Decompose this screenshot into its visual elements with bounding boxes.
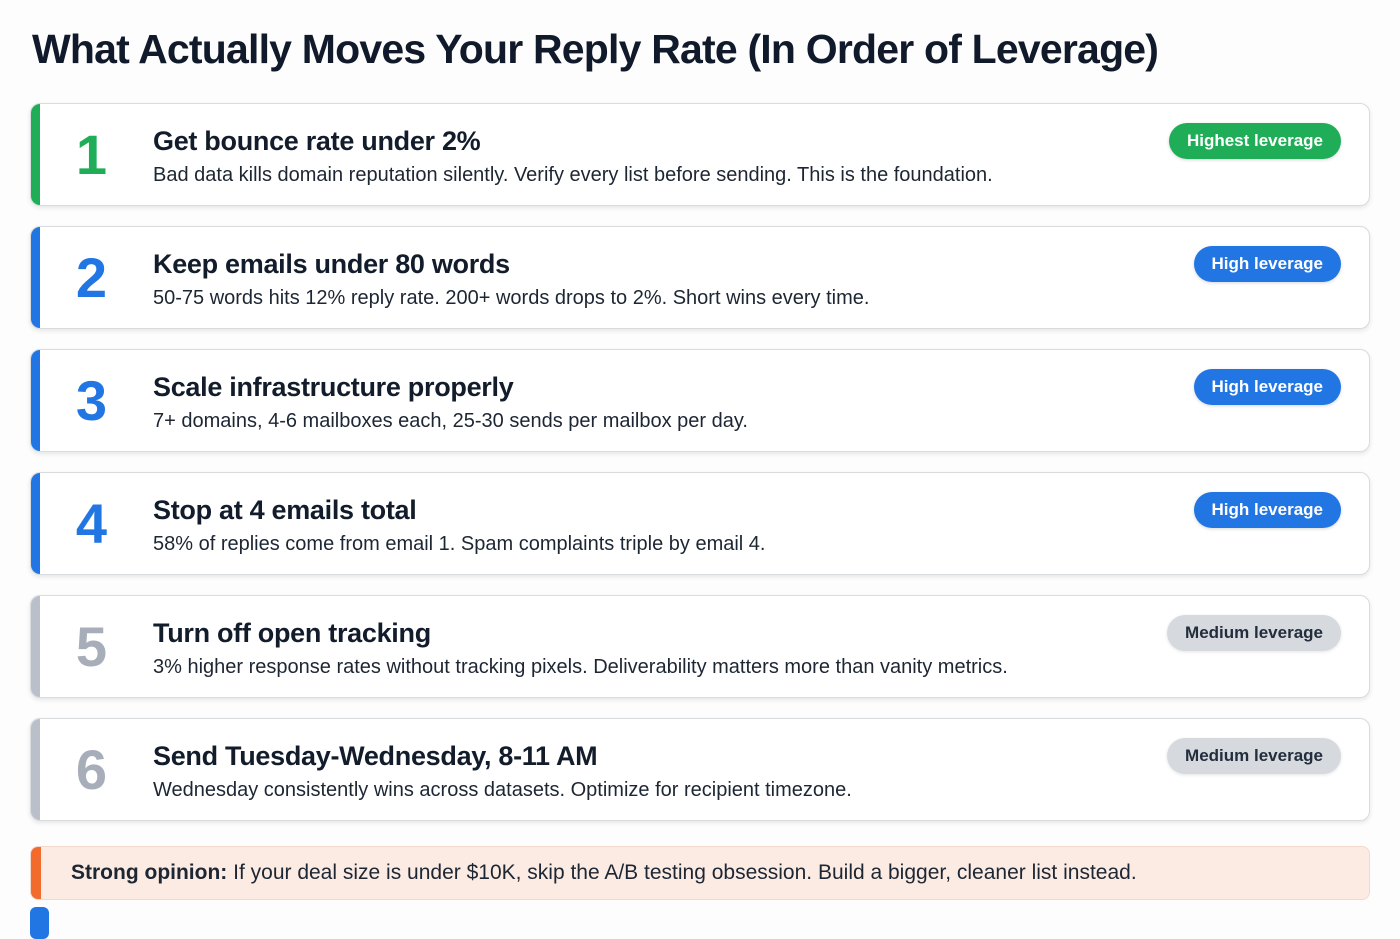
item-title: Send Tuesday-Wednesday, 8-11 AM	[153, 741, 598, 771]
accent-bar	[31, 473, 40, 574]
item-content: Get bounce rate under 2% Bad data kills …	[143, 122, 1169, 187]
item-content: Scale infrastructure properly 7+ domains…	[143, 368, 1194, 433]
leverage-badge: High leverage	[1193, 369, 1341, 405]
leverage-badge: Medium leverage	[1167, 738, 1341, 774]
item-number: 6	[75, 737, 108, 801]
leverage-item-1: 1 Get bounce rate under 2% Bad data kill…	[30, 103, 1370, 206]
strong-opinion-callout: Strong opinion: If your deal size is und…	[30, 846, 1370, 900]
item-content: Send Tuesday-Wednesday, 8-11 AM Wednesda…	[143, 737, 1167, 802]
item-number: 2	[75, 245, 108, 309]
item-number: 4	[75, 491, 108, 555]
accent-bar	[31, 104, 40, 205]
item-title: Scale infrastructure properly	[153, 372, 514, 402]
page-title: What Actually Moves Your Reply Rate (In …	[32, 26, 1159, 72]
leverage-badge: High leverage	[1193, 492, 1341, 528]
item-content: Keep emails under 80 words 50-75 words h…	[143, 245, 1194, 310]
callout-text: If your deal size is under $10K, skip th…	[227, 861, 1137, 884]
item-title: Keep emails under 80 words	[153, 249, 510, 279]
accent-bar	[31, 719, 40, 820]
item-number: 1	[75, 122, 108, 186]
leverage-badge: High leverage	[1193, 246, 1341, 282]
item-content: Turn off open tracking 3% higher respons…	[143, 614, 1167, 679]
leverage-item-5: 5 Turn off open tracking 3% higher respo…	[30, 595, 1370, 698]
item-content: Stop at 4 emails total 58% of replies co…	[143, 491, 1194, 556]
item-title: Get bounce rate under 2%	[153, 126, 481, 156]
item-title: Turn off open tracking	[153, 618, 431, 648]
leverage-item-6: 6 Send Tuesday-Wednesday, 8-11 AM Wednes…	[30, 718, 1370, 821]
item-description: Bad data kills domain reputation silentl…	[153, 164, 993, 186]
accent-bar	[31, 596, 40, 697]
leverage-item-3: 3 Scale infrastructure properly 7+ domai…	[30, 349, 1370, 452]
callout-lead: Strong opinion:	[71, 861, 228, 884]
item-description: 3% higher response rates without trackin…	[153, 656, 1008, 678]
accent-bar	[31, 350, 40, 451]
leverage-badge: Highest leverage	[1168, 123, 1341, 159]
item-description: 58% of replies come from email 1. Spam c…	[153, 533, 766, 555]
item-number: 3	[75, 368, 108, 432]
callout-accent-bar	[31, 847, 41, 899]
item-description: 50-75 words hits 12% reply rate. 200+ wo…	[153, 287, 870, 309]
item-title: Stop at 4 emails total	[153, 495, 417, 525]
leverage-item-4: 4 Stop at 4 emails total 58% of replies …	[30, 472, 1370, 575]
item-description: 7+ domains, 4-6 mailboxes each, 25-30 se…	[153, 410, 748, 432]
leverage-badge: Medium leverage	[1167, 615, 1341, 651]
item-description: Wednesday consistently wins across datas…	[153, 779, 852, 801]
cutoff-accent-bar	[30, 907, 49, 939]
accent-bar	[31, 227, 40, 328]
leverage-item-2: 2 Keep emails under 80 words 50-75 words…	[30, 226, 1370, 329]
item-number: 5	[75, 614, 108, 678]
